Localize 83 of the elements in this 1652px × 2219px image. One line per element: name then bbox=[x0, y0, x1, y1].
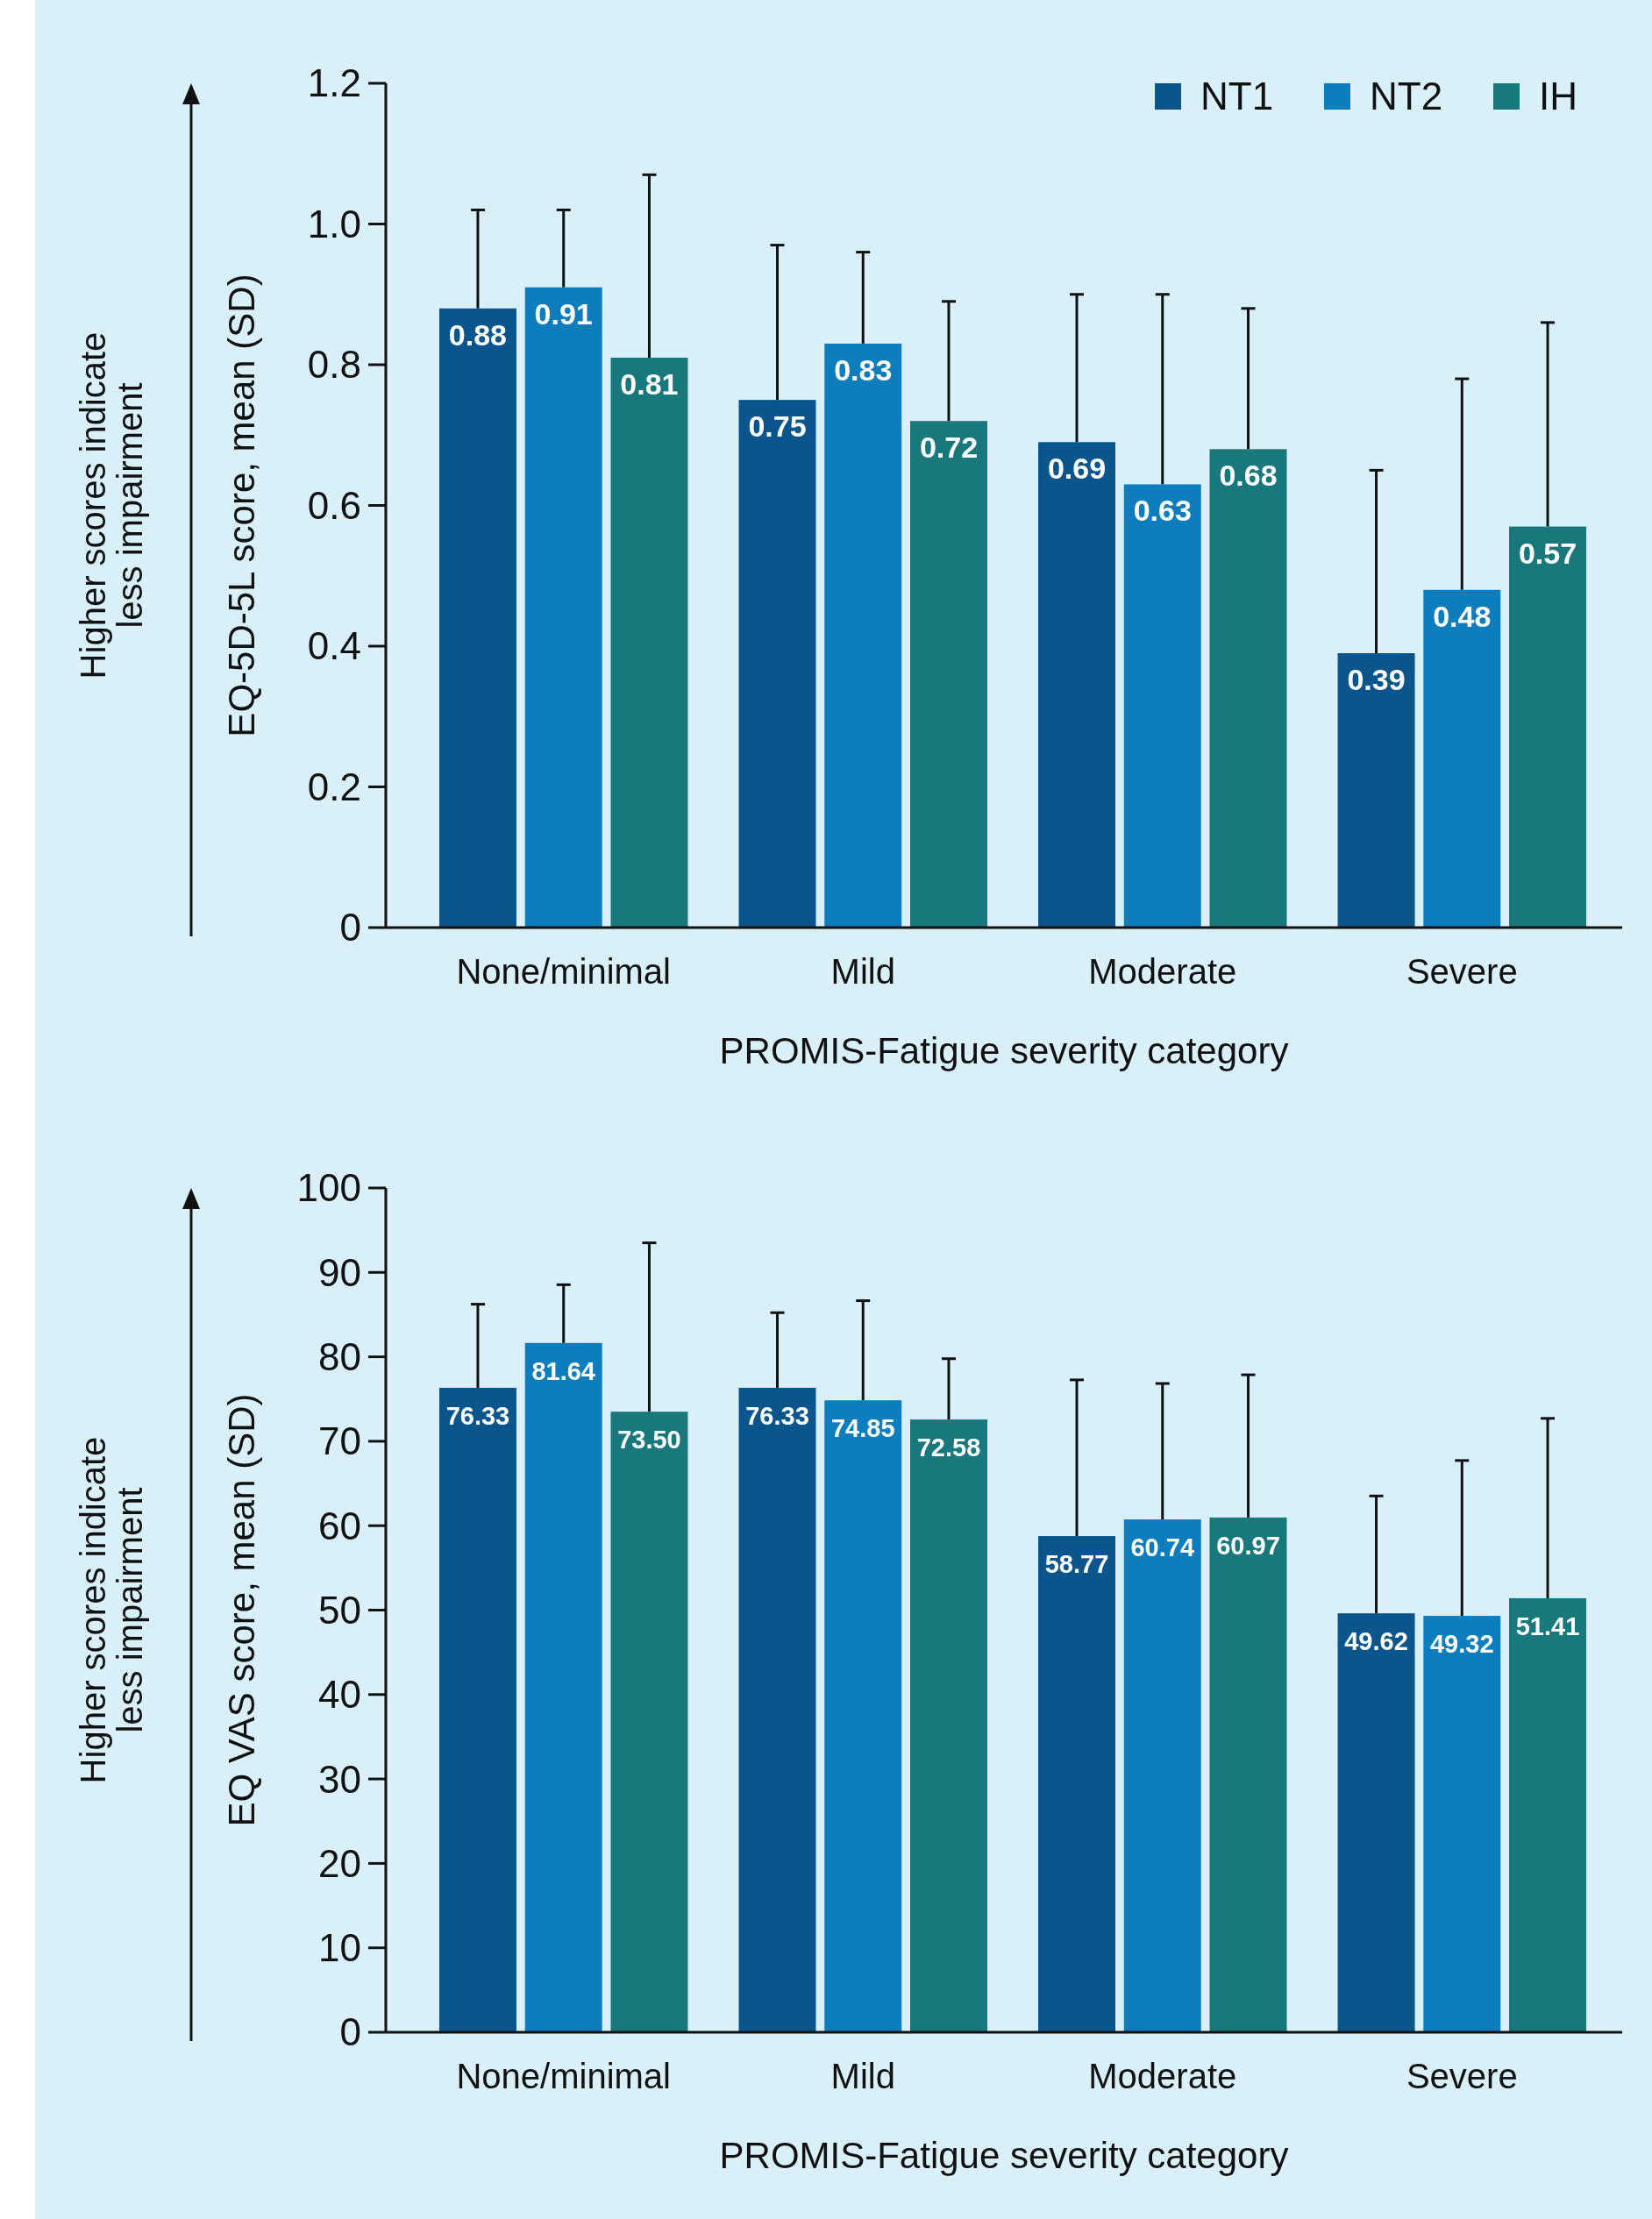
x-tick-label: None/minimal bbox=[456, 2057, 671, 2095]
x-axis-title: PROMIS-Fatigue severity category bbox=[719, 1030, 1289, 1071]
y-axis-title: EQ-5D-5L score, mean (SD) bbox=[221, 274, 262, 737]
bar bbox=[1337, 653, 1415, 928]
bar bbox=[738, 1387, 816, 2032]
y-tick-label: 90 bbox=[318, 1250, 361, 1294]
data-label: 0.72 bbox=[919, 430, 979, 465]
text: Higher scores indicate less impairment bbox=[74, 1436, 149, 1784]
x-axis-title: PROMIS-Fatigue severity category bbox=[719, 2135, 1289, 2176]
data-label: 0.68 bbox=[1219, 459, 1278, 493]
y-tick-label: 50 bbox=[318, 1588, 361, 1632]
bar bbox=[738, 400, 816, 928]
bar bbox=[1423, 1616, 1501, 2032]
data-label: 58.77 bbox=[1044, 1550, 1109, 1579]
y-tick-label: 0.2 bbox=[307, 765, 361, 808]
bar bbox=[1509, 526, 1587, 928]
bar bbox=[1123, 484, 1201, 928]
y-tick-label: 0 bbox=[339, 906, 361, 949]
bar bbox=[1209, 449, 1287, 928]
bar bbox=[1509, 1597, 1587, 2032]
x-tick-label: Mild bbox=[830, 952, 895, 991]
data-label: 0.48 bbox=[1433, 599, 1492, 633]
x-tick-label: Moderate bbox=[1088, 952, 1237, 991]
data-label: 74.85 bbox=[830, 1414, 895, 1443]
y-tick-label: 1.0 bbox=[307, 202, 361, 245]
y-tick-label: 1.2 bbox=[307, 61, 361, 105]
data-label: 76.33 bbox=[745, 1401, 809, 1430]
y-tick-label: 20 bbox=[318, 1841, 361, 1885]
x-tick-label: Mild bbox=[830, 2057, 895, 2095]
y-tick-label: 0.8 bbox=[307, 343, 361, 387]
data-label: 81.64 bbox=[531, 1356, 595, 1385]
data-label: 0.75 bbox=[748, 409, 807, 444]
data-label: 60.97 bbox=[1216, 1531, 1280, 1560]
bar bbox=[910, 1419, 987, 2032]
bar bbox=[1337, 1613, 1415, 2032]
bar bbox=[438, 308, 516, 928]
data-label: 0.69 bbox=[1047, 452, 1107, 486]
y-axis-title: EQ VAS score, mean (SD) bbox=[221, 1393, 262, 1827]
data-label: 0.39 bbox=[1347, 663, 1406, 697]
x-tick-label: None/minimal bbox=[456, 952, 671, 991]
bar bbox=[610, 1412, 688, 2032]
y-tick-label: 0 bbox=[339, 2010, 361, 2054]
bar bbox=[910, 421, 987, 928]
bar bbox=[1123, 1519, 1201, 2032]
bar bbox=[438, 1387, 516, 2032]
y-tick-label: 30 bbox=[318, 1757, 361, 1801]
data-label: 73.50 bbox=[617, 1426, 681, 1454]
data-label: 60.74 bbox=[1130, 1533, 1195, 1562]
data-label: 0.57 bbox=[1518, 536, 1577, 570]
bar bbox=[610, 357, 688, 928]
y-tick-label: 0.6 bbox=[307, 483, 361, 527]
y-tick-label: 70 bbox=[318, 1419, 361, 1463]
bar bbox=[524, 1342, 602, 2032]
data-label: 0.81 bbox=[620, 366, 679, 401]
data-label: 49.62 bbox=[1344, 1627, 1408, 1656]
y-tick-label: 10 bbox=[318, 1926, 361, 1970]
data-label: 0.63 bbox=[1133, 494, 1192, 528]
bar bbox=[824, 343, 902, 928]
bar bbox=[1038, 1536, 1115, 2032]
x-tick-label: Severe bbox=[1406, 2057, 1518, 2095]
x-tick-label: Severe bbox=[1406, 952, 1518, 991]
x-tick-label: Moderate bbox=[1088, 2057, 1237, 2095]
y-tick-label: 0.4 bbox=[307, 624, 361, 668]
legend-label: NT1 bbox=[1200, 75, 1274, 118]
data-label: 76.33 bbox=[445, 1401, 510, 1430]
data-label: 51.41 bbox=[1515, 1611, 1580, 1640]
y-tick-label: 100 bbox=[296, 1166, 361, 1210]
bar bbox=[1423, 589, 1501, 928]
data-label: 49.32 bbox=[1430, 1630, 1494, 1659]
y-tick-label: 60 bbox=[318, 1504, 361, 1547]
data-label: 72.58 bbox=[916, 1433, 981, 1462]
text: Higher scores indicate less impairment bbox=[74, 331, 149, 679]
legend-label: IH bbox=[1539, 75, 1577, 118]
legend-label: NT2 bbox=[1370, 75, 1443, 118]
y-tick-label: 40 bbox=[318, 1673, 361, 1717]
data-label: 0.88 bbox=[448, 317, 508, 352]
bar bbox=[824, 1400, 902, 2032]
data-label: 0.91 bbox=[534, 296, 593, 331]
y-tick-label: 80 bbox=[318, 1335, 361, 1378]
bar bbox=[1038, 442, 1115, 928]
data-label: 0.83 bbox=[834, 352, 893, 387]
bar bbox=[524, 287, 602, 928]
bar bbox=[1209, 1517, 1287, 2032]
